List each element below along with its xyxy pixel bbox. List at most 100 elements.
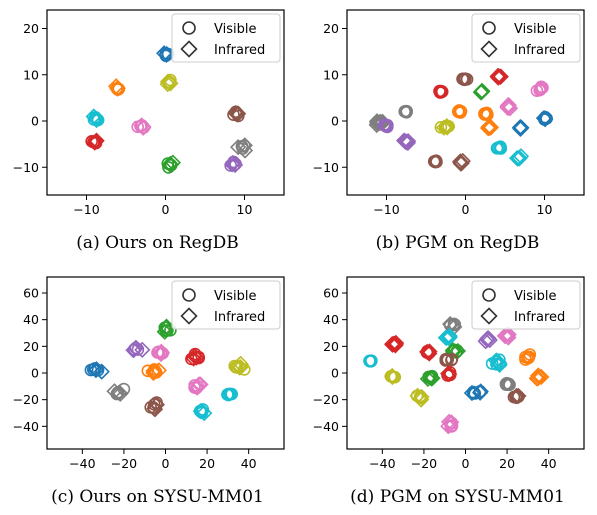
scatter-points [363,316,550,435]
point-visible [445,416,459,430]
point-infrared [440,413,458,431]
x-tick-label: 40 [541,456,557,471]
point-infrared [500,326,517,343]
y-tick-label: 0 [31,366,39,381]
point-visible [441,369,454,382]
point-infrared [368,113,386,130]
point-visible [429,155,443,168]
legend-infrared-icon [180,40,198,58]
panel-c: −40 −20 0 20 40 −40 −20 0 20 40 60 Visible Infrared (… [13,276,285,507]
x-tick-label: 0 [462,456,470,471]
point-infrared [145,364,162,382]
x-tick-label: 10 [537,202,553,217]
point-visible [161,324,174,337]
x-tick-label: 0 [462,202,470,217]
legend-label-infrared: Infrared [514,310,565,325]
point-infrared [421,343,438,360]
x-tick-label: 40 [241,456,257,471]
point-visible [363,354,377,368]
point-infrared [397,133,414,150]
point-visible [510,391,523,404]
point-visible [413,389,427,403]
point-infrared [480,118,497,136]
point-infrared [387,335,405,353]
point-visible [230,361,244,374]
point-visible [466,385,480,399]
point-infrared [192,376,209,393]
legend-label-visible: Visible [514,22,556,37]
point-infrared [419,370,436,387]
point-visible [385,369,399,383]
legend: Visible Infrared [171,13,281,63]
y-tick-label: 10 [23,67,39,82]
point-infrared [490,67,507,85]
point-visible [129,341,143,355]
point-visible [538,113,551,126]
point-visible [188,379,201,392]
y-tick-label: −20 [13,392,39,407]
scatter-points [368,67,554,172]
point-visible [236,142,249,155]
point-visible [230,107,244,120]
point-infrared [509,150,526,167]
point-visible [156,346,169,360]
point-infrared [232,359,249,376]
y-tick-label: −20 [313,392,339,407]
point-visible [500,376,514,390]
x-tick-label: −40 [369,456,395,471]
point-visible [229,157,242,171]
legend-box [171,13,281,63]
panel-a: −10 0 10 −10 0 10 20 Visible Infrared (a) Ours on… [13,9,285,253]
y-tick-label: −10 [313,160,339,175]
point-infrared [452,154,469,171]
point-visible [445,352,459,366]
point-infrared [499,98,516,115]
point-infrared [438,119,456,136]
point-infrared [185,350,202,367]
point-infrared [441,327,458,345]
legend: Visible Infrared [171,280,281,330]
point-visible [399,105,413,119]
point-visible [433,86,447,99]
point-infrared [224,156,241,173]
point-infrared [230,139,247,156]
point-visible [381,118,394,132]
legend-label-visible: Visible [214,22,256,37]
x-tick-label: −10 [73,202,99,217]
point-visible [89,136,103,150]
point-infrared [384,336,401,353]
panel-b: −10 0 10 −10 0 10 20 Visible Infrared (b) PGM on … [313,9,585,253]
point-visible [196,403,210,416]
point-visible [478,107,492,120]
point-infrared [479,331,496,348]
legend-box [471,13,581,63]
point-visible [148,363,161,376]
panel-caption: (b) PGM on RegDB [376,233,540,253]
y-tick-label: 0 [331,366,339,381]
legend-infrared-icon [480,40,498,58]
point-infrared [93,363,110,380]
point-infrared [159,76,176,93]
point-infrared [530,367,547,384]
point-visible [162,161,175,174]
point-visible [91,363,105,377]
point-visible [452,104,466,117]
point-visible [438,120,452,134]
x-tick-label: −20 [411,456,437,471]
legend: Visible Infrared [471,280,581,330]
legend-label-visible: Visible [214,289,256,304]
legend-label-infrared: Infrared [214,310,265,325]
y-tick-label: 40 [323,312,339,327]
point-visible [111,82,125,96]
legend-infrared-icon [180,307,198,325]
point-visible [440,353,454,367]
legend-box [471,280,581,330]
panel-caption: (d) PGM on SYSU-MM01 [350,487,565,507]
point-visible [144,400,157,414]
point-visible [519,353,532,366]
y-tick-label: 20 [323,339,339,354]
x-tick-label: 10 [237,202,253,217]
point-infrared [112,385,129,402]
point-visible [425,369,439,383]
